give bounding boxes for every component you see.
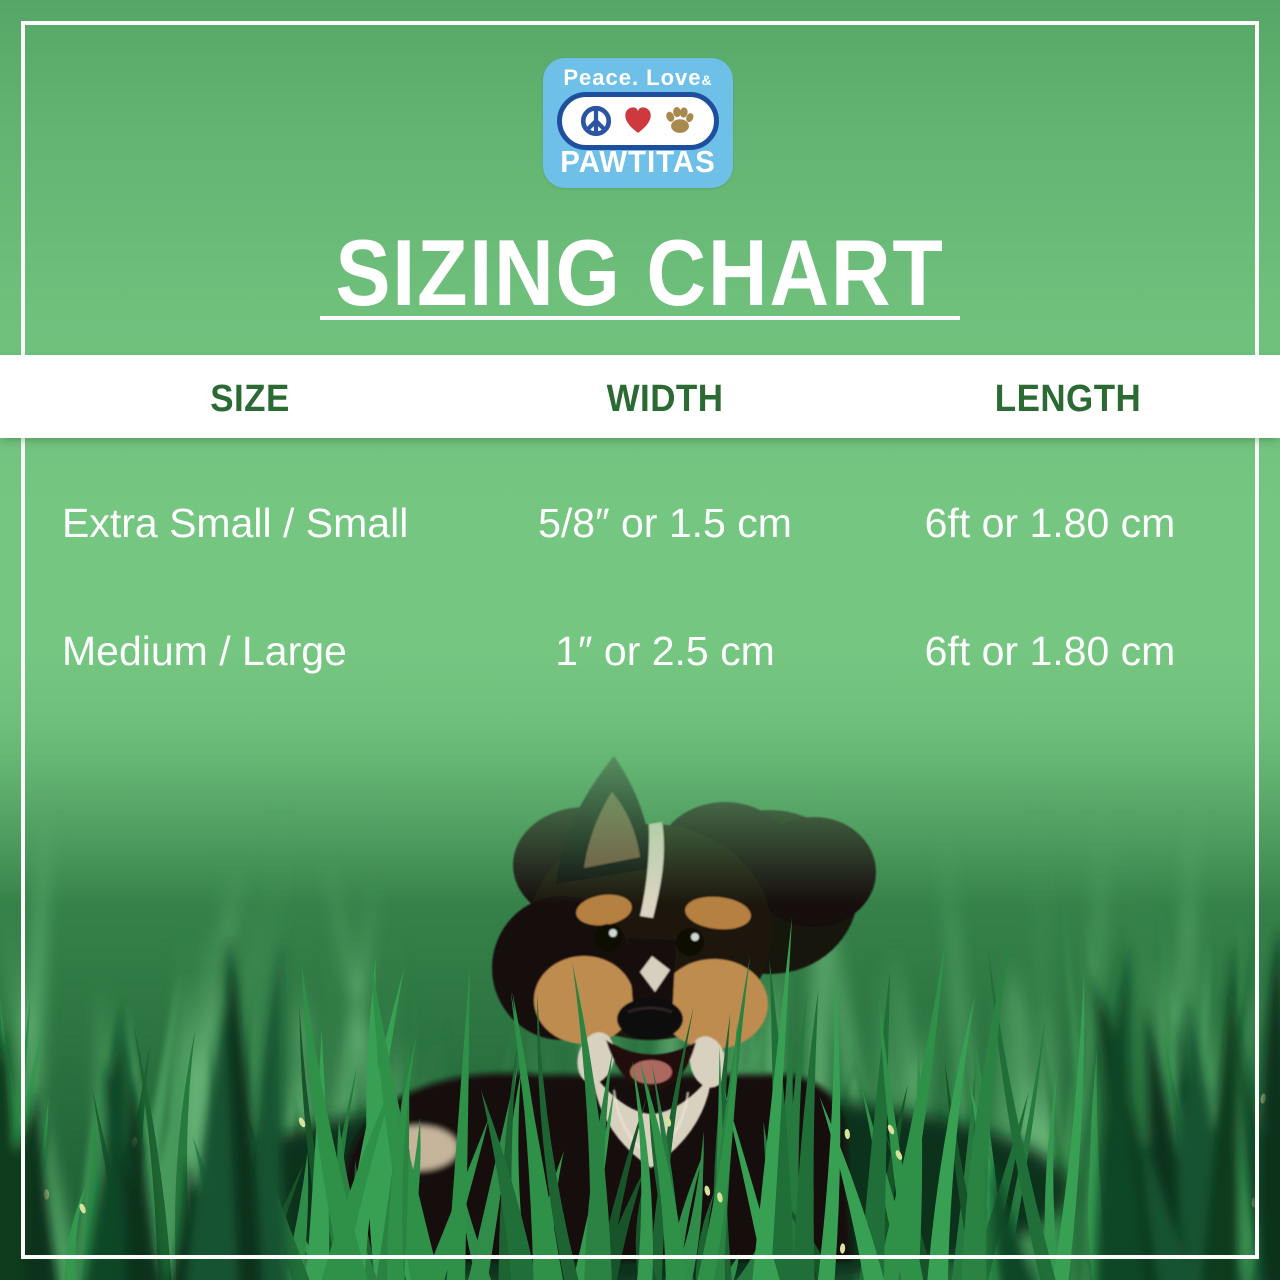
- logo-icon-pill: [557, 92, 719, 150]
- heart-icon: [625, 107, 651, 133]
- dark-grass-corner-left: [0, 934, 290, 1280]
- table-row: Medium / Large 1″ or 2.5 cm 6ft or 1.80 …: [0, 628, 1280, 678]
- size-cell: Extra Small / Small: [62, 500, 409, 546]
- logo-ampersand: &: [701, 72, 713, 88]
- table-row: Extra Small / Small 5/8″ or 1.5 cm 6ft o…: [0, 500, 1280, 550]
- brand-name: PAWTITAS: [560, 144, 716, 179]
- nose: [617, 998, 683, 1040]
- page-title: SIZING CHART: [335, 220, 945, 325]
- pawtitas-logo: Peace. Love& PAWTITAS: [543, 58, 733, 188]
- left-muzzle-tan: [534, 956, 634, 1044]
- tongue: [630, 1060, 672, 1084]
- length-cell: 6ft or 1.80 cm: [924, 628, 1176, 674]
- peace-icon: [580, 105, 612, 137]
- logo-tagline: Peace. Love&: [563, 65, 713, 90]
- size-cell: Medium / Large: [62, 628, 347, 674]
- left-eye: [594, 924, 622, 952]
- paw-icon: [666, 106, 694, 133]
- length-cell: 6ft or 1.80 cm: [924, 500, 1176, 546]
- title-underline: [320, 316, 960, 320]
- width-cell: 1″ or 2.5 cm: [555, 628, 775, 674]
- column-header-length: LENGTH: [994, 378, 1142, 420]
- puppy-grass-photo: [0, 620, 1280, 1280]
- tall-grass-blades: [239, 917, 1085, 1280]
- right-eye: [676, 928, 704, 956]
- column-header-width: WIDTH: [606, 378, 724, 420]
- table-header-band: SIZE WIDTH LENGTH: [0, 355, 1280, 438]
- right-muzzle-tan: [660, 959, 768, 1049]
- column-header-size: SIZE: [210, 378, 290, 420]
- width-cell: 5/8″ or 1.5 cm: [538, 500, 792, 546]
